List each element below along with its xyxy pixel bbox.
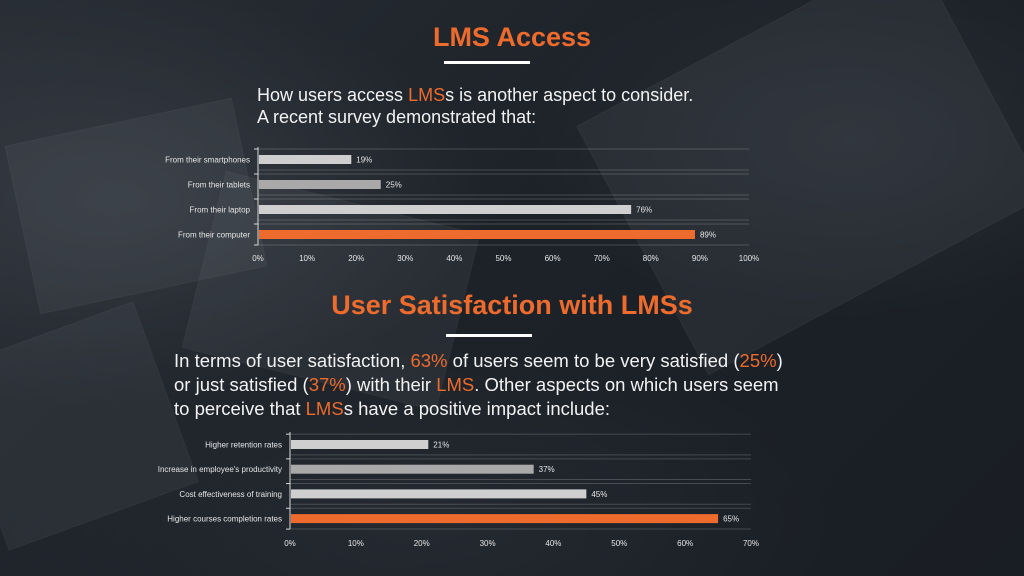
- x-tick-label: 40%: [545, 539, 561, 548]
- x-tick-label: 40%: [446, 254, 462, 263]
- bar: [259, 155, 352, 164]
- section2-paragraph-text: of users seem to be very satisfied (: [447, 350, 740, 371]
- section1-paragraph-text: How users access: [257, 85, 409, 105]
- section2-paragraph-text: ) with their: [345, 374, 437, 395]
- bar: [259, 180, 381, 189]
- section1-paragraph: How users access LMSs is another aspect …: [257, 84, 817, 128]
- x-tick-label: 50%: [611, 539, 627, 548]
- data-label: 65%: [723, 515, 739, 524]
- x-tick-label: 60%: [677, 539, 693, 548]
- data-label: 37%: [539, 465, 555, 474]
- x-tick-label: 0%: [252, 254, 264, 263]
- x-tick-label: 0%: [284, 539, 296, 548]
- section2-paragraph-text: . Other aspects on which users seem: [474, 374, 779, 395]
- category-label: From their smartphones: [165, 156, 250, 165]
- category-label: Increase in employee's productivity: [158, 465, 282, 474]
- section2-paragraph-highlight-text: LMS: [305, 398, 344, 419]
- data-label: 25%: [386, 181, 402, 190]
- section2-paragraph-text: to perceive that: [174, 398, 306, 419]
- bar: [259, 230, 695, 239]
- category-label: Higher courses completion rates: [167, 515, 282, 524]
- section2-paragraph-highlight-text: 25%: [739, 350, 777, 371]
- section2-paragraph-highlight-text: 63%: [410, 350, 448, 371]
- data-label: 21%: [433, 441, 449, 450]
- bar: [291, 440, 429, 449]
- x-tick-label: 70%: [594, 254, 610, 263]
- data-label: 19%: [356, 156, 372, 165]
- section2-paragraph-text: In terms of user satisfaction,: [174, 350, 411, 371]
- category-label: From their laptop: [190, 206, 251, 215]
- x-tick-label: 90%: [692, 254, 708, 263]
- section2-title-underline: [446, 334, 532, 337]
- section1-paragraph-highlight-text: LMS: [408, 85, 446, 105]
- bar: [291, 514, 719, 524]
- section1-paragraph-text: s is another aspect to consider.: [445, 85, 694, 105]
- x-tick-label: 50%: [495, 254, 511, 263]
- x-tick-label: 10%: [348, 539, 364, 548]
- data-label: 89%: [700, 231, 716, 240]
- category-label: From their computer: [178, 231, 250, 240]
- x-tick-label: 20%: [414, 539, 430, 548]
- x-tick-label: 10%: [299, 254, 315, 263]
- category-label: Cost effectiveness of training: [179, 490, 282, 499]
- data-label: 76%: [636, 206, 652, 215]
- bar: [259, 205, 632, 214]
- section2-paragraph: In terms of user satisfaction, 63% of us…: [174, 349, 874, 421]
- bar: [291, 464, 534, 474]
- category-label: Higher retention rates: [205, 441, 282, 450]
- bar: [291, 489, 587, 499]
- x-tick-label: 100%: [739, 254, 759, 263]
- x-tick-label: 60%: [545, 254, 561, 263]
- section2-paragraph-text: s have a positive impact include:: [343, 398, 611, 419]
- section1-title: LMS Access: [432, 22, 592, 52]
- section2-title: User Satisfaction with LMSs: [331, 290, 693, 320]
- x-tick-label: 30%: [480, 539, 496, 548]
- x-tick-label: 70%: [743, 539, 759, 548]
- x-tick-label: 30%: [397, 254, 413, 263]
- category-label: From their tablets: [188, 181, 250, 190]
- section1-paragraph-text: A recent survey demonstrated that:: [257, 107, 537, 127]
- x-tick-label: 80%: [643, 254, 659, 263]
- section2-paragraph-text: or just satisfied (: [174, 374, 309, 395]
- section1-title-underline: [444, 61, 530, 64]
- section2-paragraph-text: ): [776, 350, 783, 371]
- section2-paragraph-highlight-text: 37%: [308, 374, 346, 395]
- data-label: 45%: [591, 490, 607, 499]
- section2-paragraph-highlight-text: LMS: [436, 374, 475, 395]
- x-tick-label: 20%: [348, 254, 364, 263]
